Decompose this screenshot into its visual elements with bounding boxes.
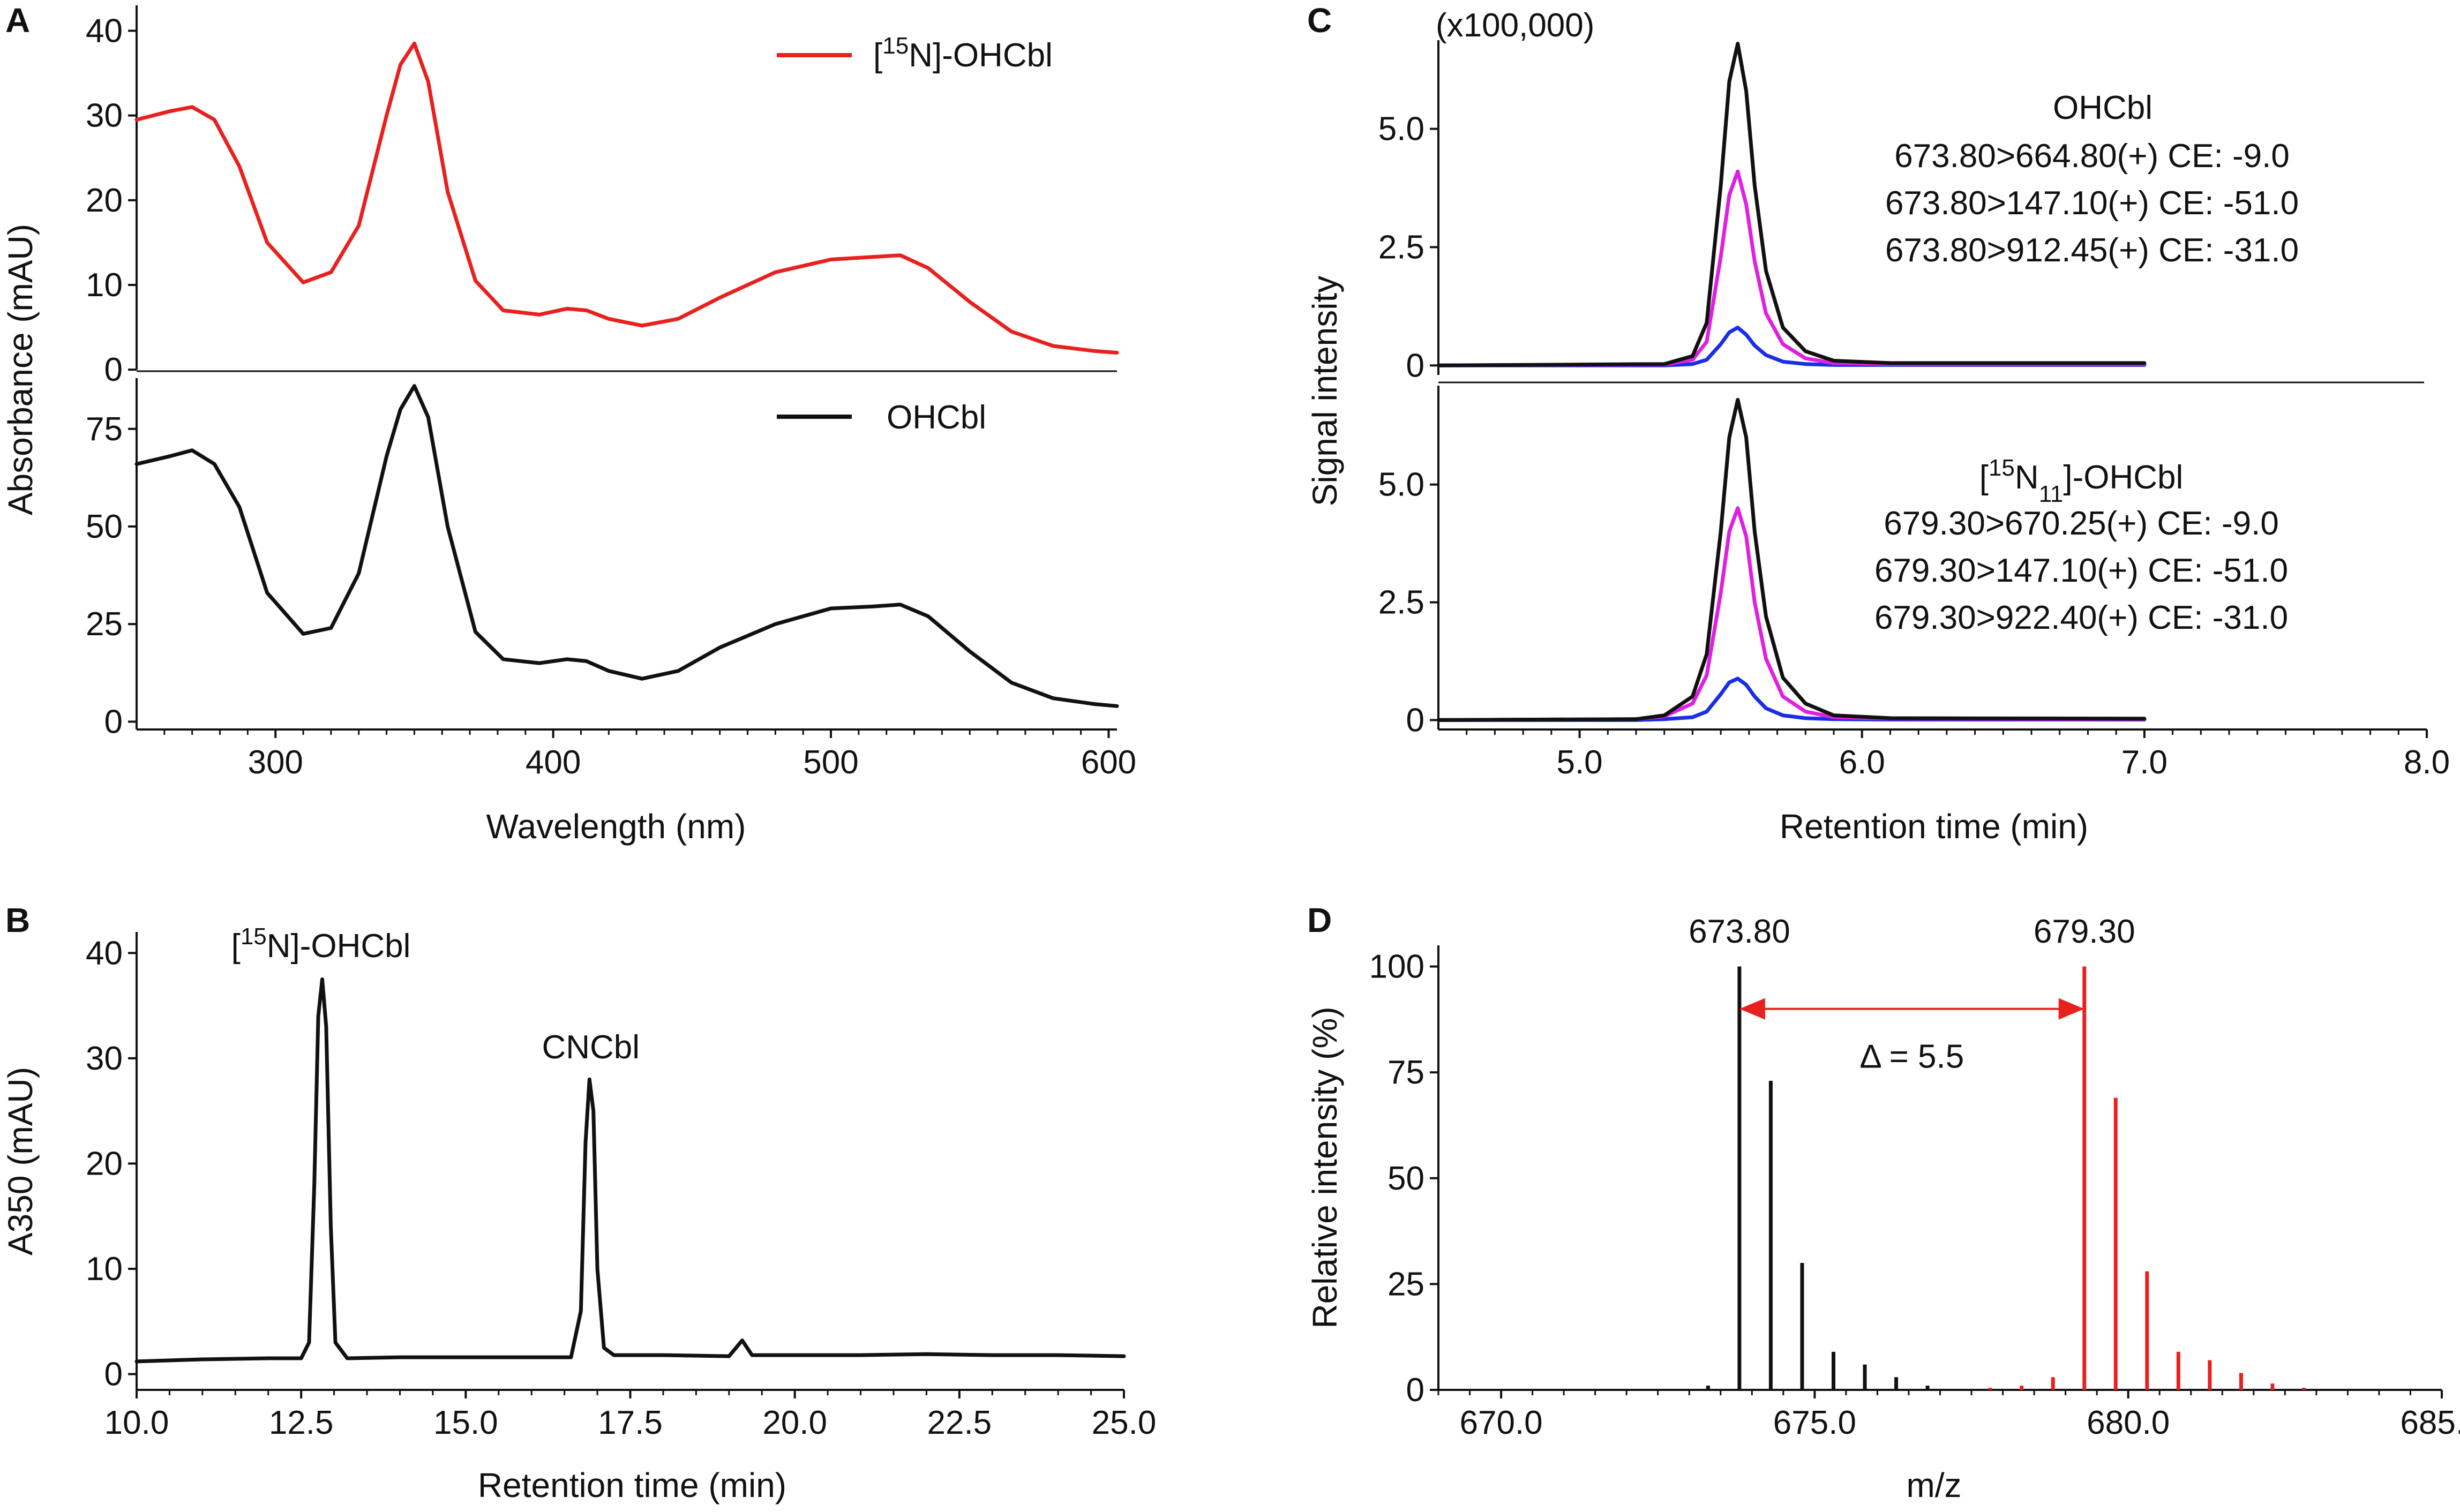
c-bottom-heading-part: [	[1979, 459, 1989, 496]
a-legend-label-ohcbl: OHCbl	[887, 399, 986, 436]
a-top-y-axis-tick-label: 10	[86, 267, 123, 304]
c-bottom-y-axis-tick-label: 5.0	[1378, 467, 1424, 503]
a-legend-label-15n-part: 15	[882, 33, 909, 59]
c-top-y-axis-tick-label: 2.5	[1378, 229, 1424, 266]
c-bottom-heading: [15N11]-OHCbl	[1979, 455, 2184, 507]
d-peak-label-0: 673.80	[1689, 913, 1790, 950]
b-y-axis-title: A350 (mAU)	[1, 1067, 40, 1255]
d-peak-label-1: 679.30	[2034, 913, 2135, 950]
a-x-axis-tick-label: 300	[248, 744, 303, 781]
c-x-axis-tick-label: 5.0	[1556, 744, 1602, 781]
d-x-axis-tick-label: 685.0	[2400, 1404, 2460, 1441]
a-bottom-y-axis-tick-label: 25	[86, 606, 123, 643]
b-peak-label-15n-ohcbl-part: N]-OHCbl	[267, 928, 411, 965]
b-y-axis-tick-label: 30	[86, 1040, 123, 1077]
b-y-axis-tick-label: 20	[86, 1145, 123, 1182]
c-x-axis-tick-label: 8.0	[2404, 744, 2450, 781]
panel-letter-c: C	[1307, 1, 1332, 40]
panel-letter-a: A	[5, 1, 30, 40]
b-peak-label-cncbl: CNCbl	[542, 1029, 640, 1066]
b-y-axis-tick-label: 0	[104, 1356, 123, 1393]
c-bottom-trace-0	[1436, 397, 2147, 722]
b-peak-label-15n-ohcbl-part: [	[231, 928, 241, 965]
b-peak-label-15n-ohcbl-part: 15	[241, 923, 267, 950]
b-x-axis-tick-label: 12.5	[269, 1404, 334, 1441]
d-y-axis-tick-label: 100	[1369, 949, 1424, 986]
c-multiplier-label: (x100,000)	[1436, 7, 1594, 44]
c-top-legend-1: 673.80>147.10(+) CE: -51.0	[1885, 185, 2299, 222]
a-top-y-axis-tick-label: 0	[104, 351, 123, 388]
a-legend-label-15n-part: N]-OHCbl	[909, 37, 1053, 74]
d-x-axis-tick-label: 680.0	[2087, 1404, 2170, 1441]
c-top-legend-0: 673.80>664.80(+) CE: -9.0	[1894, 138, 2290, 175]
a-series-ohcbl	[134, 384, 1119, 708]
d-delta-arrow-left	[1739, 998, 1765, 1020]
b-peak-label-cncbl-part: CNCbl	[542, 1029, 640, 1066]
c-x-axis-title: Retention time (min)	[1780, 807, 2088, 846]
a-bottom-y-axis-tick-label: 50	[86, 508, 123, 545]
c-top-y-axis-tick-label: 5.0	[1378, 111, 1424, 148]
d-x-axis-title: m/z	[1906, 1466, 1961, 1505]
a-x-axis-tick-label: 500	[803, 744, 858, 781]
c-bottom-heading-part: 11	[2039, 481, 2064, 507]
b-x-axis-tick-label: 20.0	[762, 1404, 827, 1441]
c-top-trace-2	[1436, 326, 2147, 367]
b-y-axis-tick-label: 40	[86, 935, 123, 972]
d-delta-arrow-right	[2058, 998, 2084, 1020]
c-top-heading: OHCbl	[2053, 89, 2152, 126]
c-top-trace-0	[1436, 42, 2147, 367]
a-series-15n-ohcbl	[134, 41, 1119, 355]
b-x-axis-tick-label: 10.0	[104, 1404, 169, 1441]
panel-letter-d: D	[1307, 901, 1332, 939]
a-top-y-axis-tick-label: 40	[86, 12, 123, 49]
b-x-axis-tick-label: 15.0	[433, 1404, 498, 1441]
a-x-axis-tick-label: 400	[526, 744, 581, 781]
c-bottom-heading-part: N	[2015, 459, 2039, 496]
c-bottom-trace-2	[1436, 676, 2147, 722]
panel-letter-b: B	[5, 901, 30, 939]
d-y-axis-tick-label: 25	[1388, 1266, 1424, 1303]
a-top-y-axis-tick-label: 30	[86, 97, 123, 134]
d-x-axis-tick-label: 675.0	[1773, 1404, 1856, 1441]
a-legend-label-15n: [15N]-OHCbl	[873, 33, 1053, 74]
b-x-axis-title: Retention time (min)	[478, 1466, 786, 1505]
a-bottom-y-axis-tick-label: 0	[104, 703, 123, 740]
a-y-axis-title: Absorbance (mAU)	[1, 224, 40, 515]
a-legend-label-15n-part: [	[873, 37, 882, 74]
c-top-legend-2: 673.80>912.45(+) CE: -31.0	[1885, 232, 2299, 269]
c-bottom-heading-part: ]-OHCbl	[2063, 459, 2183, 496]
d-x-axis-tick-label: 670.0	[1459, 1404, 1542, 1441]
c-x-axis-tick-label: 6.0	[1839, 744, 1885, 781]
d-y-axis-tick-label: 0	[1406, 1372, 1424, 1409]
a-x-axis-title: Wavelength (nm)	[486, 807, 746, 846]
c-bottom-y-axis-tick-label: 0	[1406, 702, 1424, 739]
b-series-a350	[134, 977, 1126, 1364]
d-delta-label: Δ = 5.5	[1859, 1039, 1964, 1075]
a-bottom-y-axis-tick-label: 75	[86, 411, 123, 448]
d-y-axis-tick-label: 75	[1388, 1054, 1424, 1091]
b-x-axis-tick-label: 17.5	[598, 1404, 663, 1441]
c-top-y-axis-tick-label: 0	[1406, 347, 1424, 384]
c-top-trace-1	[1436, 169, 2147, 367]
c-bottom-trace-1	[1436, 506, 2147, 722]
c-bottom-y-axis-tick-label: 2.5	[1378, 584, 1424, 621]
a-x-axis-tick-label: 600	[1081, 744, 1136, 781]
c-x-axis-tick-label: 7.0	[2121, 744, 2168, 781]
c-bottom-legend-1: 679.30>147.10(+) CE: -51.0	[1874, 552, 2288, 589]
a-top-y-axis-tick-label: 20	[86, 182, 123, 219]
c-bottom-legend-0: 679.30>670.25(+) CE: -9.0	[1884, 505, 2279, 542]
c-y-axis-title: Signal intensity	[1306, 276, 1344, 506]
b-y-axis-tick-label: 10	[86, 1251, 123, 1288]
d-y-axis-title: Relative intensity (%)	[1306, 1006, 1344, 1328]
b-peak-label-15n-ohcbl: [15N]-OHCbl	[231, 923, 411, 965]
c-bottom-legend-2: 679.30>922.40(+) CE: -31.0	[1874, 599, 2288, 636]
b-x-axis-tick-label: 22.5	[927, 1404, 992, 1441]
c-bottom-heading-part: 15	[1989, 455, 2015, 481]
d-y-axis-tick-label: 50	[1388, 1160, 1424, 1197]
b-x-axis-tick-label: 25.0	[1092, 1404, 1157, 1441]
